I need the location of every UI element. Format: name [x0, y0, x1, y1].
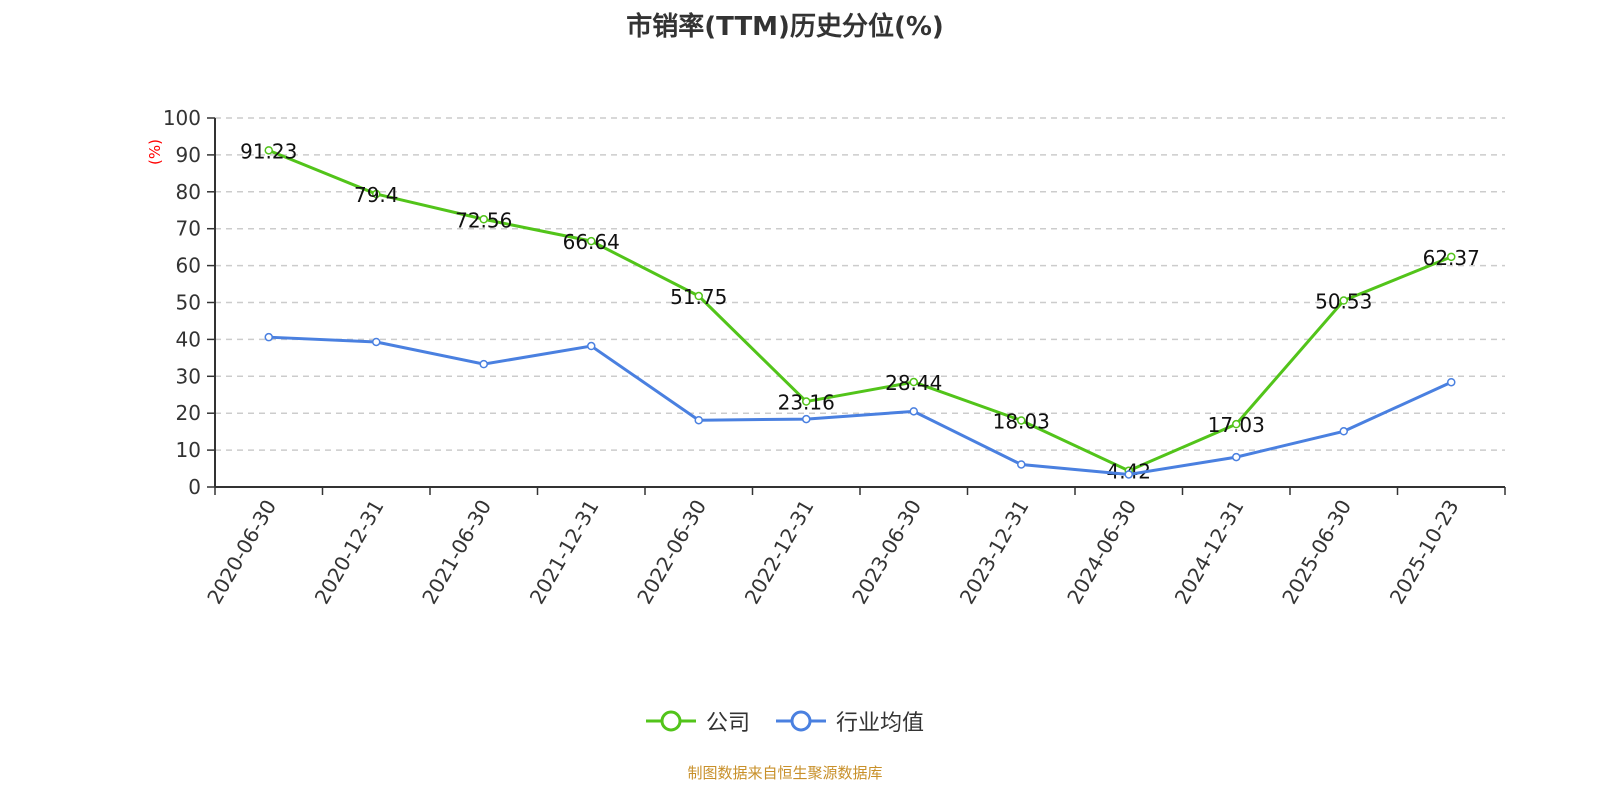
legend-item[interactable]: 公司 — [645, 705, 750, 737]
legend-item[interactable]: 行业均值 — [776, 705, 924, 737]
series-line-1 — [268, 335, 1452, 476]
data-point — [1339, 296, 1348, 305]
y-tick-label: 60 — [176, 254, 201, 278]
legend: 公司 行业均值 — [0, 705, 1570, 737]
data-point — [1232, 452, 1241, 462]
x-tick-label: 2024-06-30 — [1062, 496, 1141, 609]
data-label: 79.4 — [354, 183, 399, 207]
x-tick-label: 2022-06-30 — [632, 496, 711, 609]
data-point — [1124, 470, 1133, 479]
chart-title: 市销率(TTM)历史分位(%) — [626, 12, 944, 42]
y-tick-label: 30 — [176, 364, 201, 388]
data-point — [802, 397, 811, 406]
data-point — [694, 415, 703, 425]
y-tick-label: 40 — [176, 327, 201, 351]
data-point — [1017, 460, 1026, 469]
data-point — [694, 291, 703, 301]
data-point — [1017, 416, 1026, 425]
x-tick-label: 2020-06-30 — [202, 496, 281, 609]
data-point — [587, 236, 596, 246]
legend-line-circle-icon — [776, 710, 826, 732]
y-axis-label: (%) — [146, 139, 164, 165]
data-point — [1447, 252, 1456, 262]
x-tick-label: 2025-06-30 — [1277, 496, 1356, 609]
y-tick-label: 90 — [176, 143, 201, 167]
x-tick-label: 2020-12-31 — [310, 496, 389, 609]
data-point — [1339, 427, 1348, 436]
data-label: 72.56 — [455, 208, 512, 232]
data-point — [1447, 377, 1456, 387]
legend-line-circle-icon — [645, 710, 696, 732]
legend-label: 公司 — [705, 711, 750, 736]
data-label: 66.64 — [563, 230, 620, 254]
data-point — [479, 215, 488, 224]
y-tick-label: 50 — [176, 291, 201, 315]
data-point — [264, 146, 273, 155]
x-tick-label: 2023-12-31 — [955, 496, 1034, 609]
legend-label: 行业均值 — [836, 711, 925, 736]
data-point — [479, 359, 488, 369]
data-point — [372, 189, 381, 199]
y-tick-label: 100 — [163, 106, 201, 130]
data-point — [372, 337, 381, 347]
x-tick-label: 2023-06-30 — [847, 496, 926, 609]
data-label: 17.03 — [1208, 413, 1265, 437]
data-label: 51.75 — [670, 285, 727, 309]
x-tick-label: 2021-06-30 — [417, 496, 496, 609]
data-point — [802, 414, 811, 424]
x-tick-label: 2022-12-31 — [740, 496, 819, 609]
data-point — [587, 341, 596, 351]
y-tick-label: 20 — [176, 401, 201, 425]
data-label: 62.37 — [1423, 246, 1480, 270]
data-label: 18.03 — [993, 409, 1050, 433]
x-tick-label: 2025-10-23 — [1385, 496, 1464, 609]
y-tick-label: 80 — [176, 180, 201, 204]
y-tick-label: 0 — [188, 475, 201, 499]
series-line-0 — [268, 148, 1452, 473]
data-point — [264, 332, 273, 342]
source-footer: 制图数据来自恒生聚源数据库 — [687, 764, 883, 782]
data-label: 50.53 — [1315, 290, 1372, 314]
data-label: 28.44 — [885, 371, 942, 395]
data-point — [909, 377, 918, 387]
data-label: 23.16 — [778, 391, 835, 415]
y-tick-label: 10 — [176, 438, 201, 462]
y-tick-label: 70 — [176, 217, 201, 241]
x-tick-label: 2024-12-31 — [1170, 496, 1249, 609]
x-tick-label: 2021-12-31 — [525, 496, 604, 609]
data-label: 91.23 — [240, 139, 297, 163]
data-point — [909, 407, 918, 416]
data-point — [1232, 419, 1241, 429]
